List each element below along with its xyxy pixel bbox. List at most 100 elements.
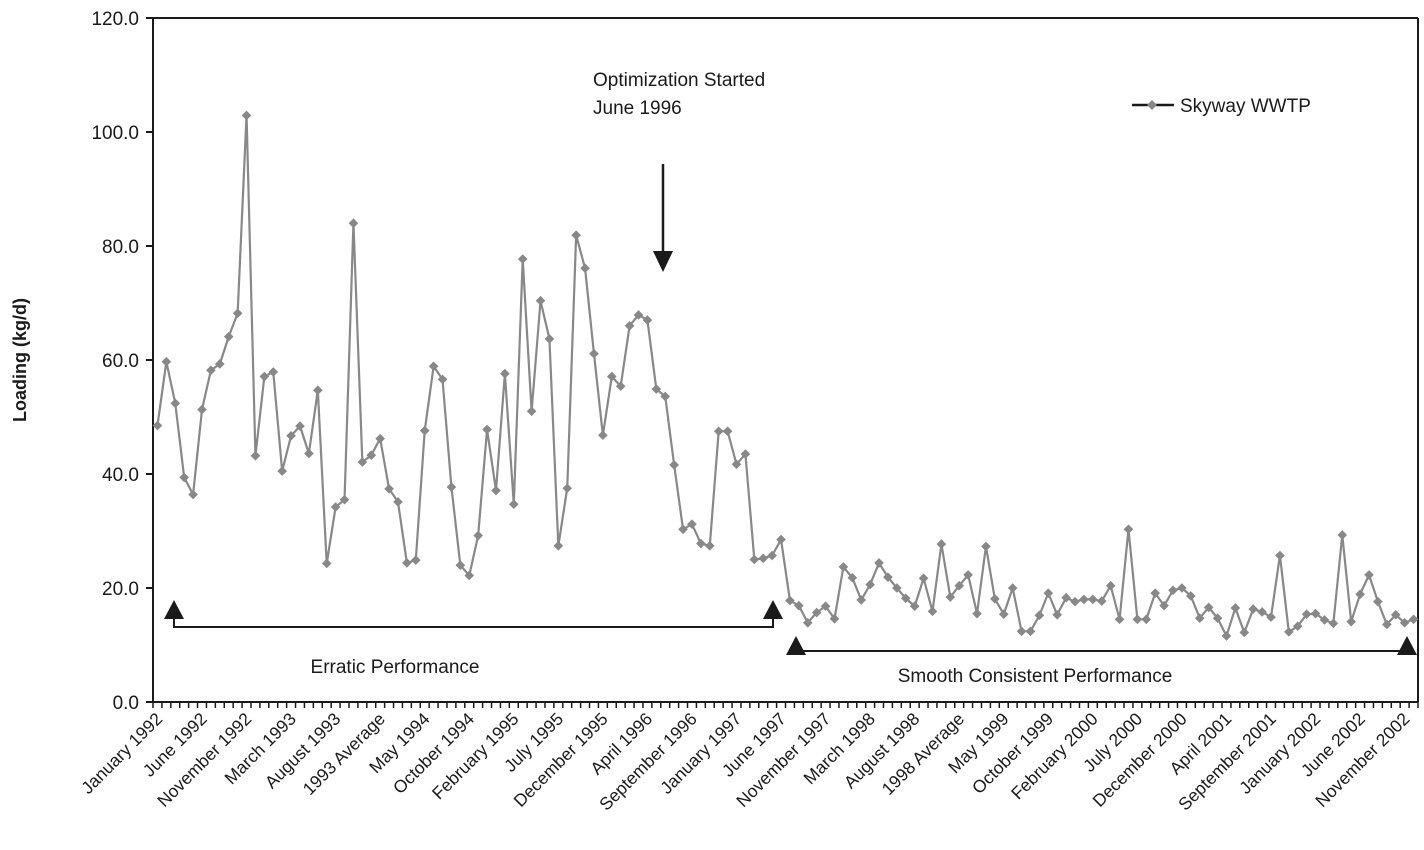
data-point — [375, 433, 385, 444]
data-point — [277, 466, 287, 476]
data-point — [731, 459, 742, 470]
data-point — [1016, 626, 1027, 637]
data-point — [1373, 596, 1383, 607]
data-point — [259, 371, 270, 382]
data-point — [1061, 592, 1071, 603]
data-point — [188, 489, 198, 500]
data-point — [785, 595, 795, 606]
data-point — [321, 558, 332, 569]
data-point — [678, 524, 688, 535]
data-point — [1355, 589, 1365, 600]
data-point — [1292, 621, 1303, 631]
data-point — [170, 398, 181, 409]
data-point — [998, 609, 1009, 620]
data-point — [713, 426, 724, 437]
data-point — [544, 334, 555, 344]
data-point — [508, 499, 519, 510]
data-point — [900, 593, 911, 604]
data-point — [1248, 604, 1258, 614]
data-point — [1203, 602, 1214, 613]
data-point — [241, 110, 252, 121]
data-point — [1212, 613, 1223, 624]
data-point — [1007, 583, 1018, 593]
data-point — [1070, 596, 1080, 607]
data-point — [990, 594, 1000, 604]
data-point — [1364, 570, 1374, 580]
axes — [152, 17, 1419, 703]
data-point — [865, 579, 875, 590]
data-point — [366, 450, 377, 460]
data-point — [206, 365, 216, 376]
data-point — [1168, 585, 1178, 596]
smooth-performance-label: Smooth Consistent Performance — [898, 666, 1173, 687]
data-point — [651, 384, 662, 394]
data-point — [794, 600, 804, 611]
legend-entry-skyway-wwtp: Skyway WWTP — [1180, 96, 1311, 117]
data-point — [1123, 524, 1134, 535]
data-point — [687, 519, 697, 529]
erratic-bracket-line — [173, 619, 774, 628]
data-point — [918, 573, 929, 584]
data-point — [972, 608, 982, 619]
data-point — [642, 315, 653, 325]
data-point — [945, 592, 956, 602]
data-point — [606, 371, 617, 382]
data-point — [482, 424, 492, 435]
data-point — [598, 430, 608, 441]
data-point — [936, 539, 947, 549]
y-tick-label: 40.0 — [102, 465, 139, 486]
y-tick-label: 80.0 — [102, 237, 139, 258]
data-point — [393, 497, 403, 507]
data-point — [1105, 580, 1116, 591]
data-point — [1221, 631, 1232, 641]
legend-marker-icon — [1147, 100, 1157, 110]
data-point — [624, 320, 635, 331]
data-point — [1043, 588, 1054, 598]
data-point — [981, 541, 991, 552]
data-point — [1346, 616, 1356, 627]
data-point — [776, 534, 786, 545]
data-point — [1034, 610, 1045, 621]
data-point — [1079, 594, 1089, 605]
data-point — [767, 550, 777, 561]
data-point — [1194, 613, 1205, 624]
data-point — [927, 606, 938, 617]
data-point — [410, 555, 421, 565]
data-point — [313, 385, 323, 396]
erratic-start-triangle-icon — [164, 600, 184, 619]
y-axis-label: Loading (kg/d) — [10, 298, 30, 422]
data-point — [633, 310, 644, 320]
optimization-annotation-line1: Optimization Started — [593, 70, 765, 91]
data-point — [268, 367, 279, 377]
data-point — [749, 554, 760, 565]
data-point — [1266, 612, 1276, 622]
data-point — [215, 359, 225, 369]
data-point — [1408, 614, 1419, 625]
data-point — [722, 426, 733, 437]
data-point — [304, 448, 314, 459]
data-point — [553, 541, 564, 551]
series-line-skyway-wwtp — [156, 114, 1414, 637]
data-point — [696, 538, 706, 549]
optimization-annotation-line2: June 1996 — [593, 98, 682, 119]
y-tick-label: 100.0 — [91, 123, 139, 144]
smooth-end-triangle-icon — [1397, 636, 1417, 655]
data-point — [1337, 530, 1348, 540]
data-point — [179, 472, 189, 483]
data-point — [580, 263, 590, 274]
data-point — [1399, 617, 1410, 628]
data-point — [1177, 583, 1187, 593]
smooth-start-triangle-icon — [786, 636, 806, 655]
legend: Skyway WWTP — [1132, 96, 1311, 117]
data-point — [161, 356, 172, 367]
y-tick-label: 120.0 — [91, 9, 139, 30]
data-point — [1275, 550, 1285, 561]
data-point — [1096, 596, 1107, 606]
data-point — [829, 613, 840, 624]
series-layer — [152, 110, 1419, 641]
data-point — [1088, 594, 1098, 605]
y-tick-label: 0.0 — [113, 693, 139, 714]
data-point — [535, 295, 546, 306]
data-point — [500, 368, 510, 379]
